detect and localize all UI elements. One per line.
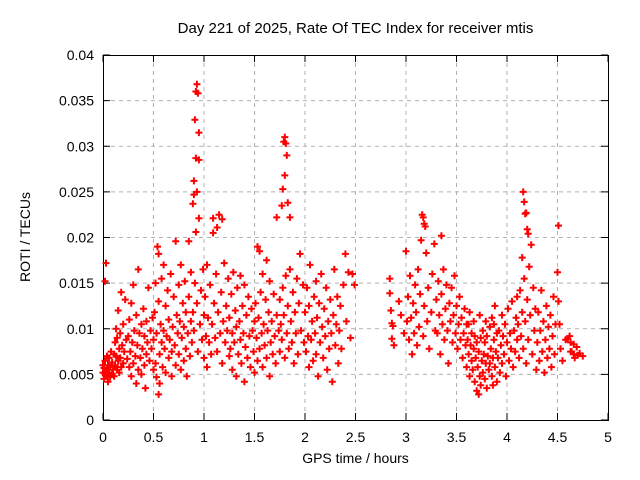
x-tick-label: 4 xyxy=(503,429,511,445)
x-tick-label: 4.5 xyxy=(548,429,568,445)
chart-title: Day 221 of 2025, Rate Of TEC Index for r… xyxy=(177,20,534,37)
x-tick-label: 0 xyxy=(99,429,107,445)
y-tick-label: 0 xyxy=(86,412,94,428)
gridlines xyxy=(103,55,608,420)
y-tick-label: 0.03 xyxy=(67,138,94,154)
y-tick-label: 0.025 xyxy=(59,184,94,200)
y-tick-label: 0.04 xyxy=(67,47,94,63)
x-axis-label: GPS time / hours xyxy=(302,450,409,466)
y-tick-label: 0.01 xyxy=(67,321,94,337)
x-tick-label: 3.5 xyxy=(447,429,467,445)
x-tick-label: 5 xyxy=(604,429,612,445)
x-tick-label: 3 xyxy=(402,429,410,445)
y-tick-label: 0.005 xyxy=(59,366,94,382)
y-tick-label: 0.02 xyxy=(67,230,94,246)
x-tick-label: 0.5 xyxy=(144,429,164,445)
y-tick-label: 0.035 xyxy=(59,93,94,109)
plot-border xyxy=(103,55,609,421)
data-points xyxy=(99,80,587,398)
y-tick-label: 0.015 xyxy=(59,275,94,291)
x-tick-label: 2.5 xyxy=(346,429,366,445)
tick-marks xyxy=(102,54,609,421)
x-tick-label: 1 xyxy=(200,429,208,445)
x-tick-label: 1.5 xyxy=(245,429,265,445)
x-tick-label: 2 xyxy=(301,429,309,445)
